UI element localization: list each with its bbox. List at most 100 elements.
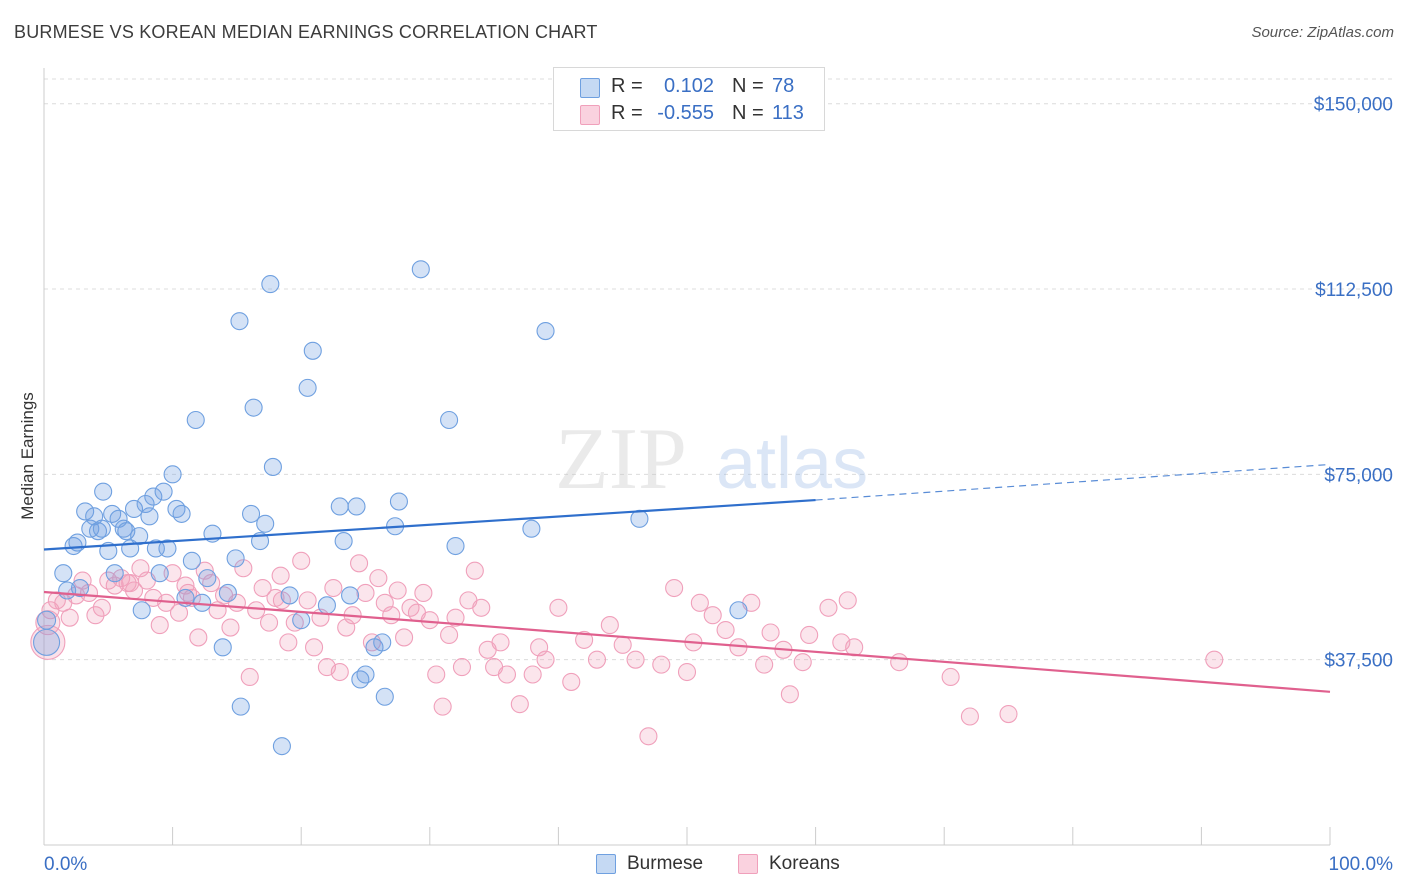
burmese-point [303,341,322,360]
koreans-point [587,650,607,669]
burmese-point [150,564,169,583]
koreans-point [761,623,780,642]
trend-lines [43,463,1331,693]
koreans-point [600,616,619,635]
burmese-point [244,398,263,417]
koreans-point [271,566,290,585]
burmese-point [317,596,336,615]
koreans-point [652,655,671,674]
koreans-point [755,655,774,674]
burmese-point [729,601,748,620]
koreans-point [356,583,375,603]
r-label: R = [611,75,643,97]
koreans-point [549,598,568,617]
koreans-point [414,583,433,603]
koreans-point [780,685,799,704]
koreans-point [446,608,465,627]
koreans-point [259,613,279,632]
x-tick-label: 100.0% [1329,854,1394,875]
burmese-point [341,586,360,605]
burmese-point [144,487,163,506]
koreans-point [330,662,349,682]
burmese-point [124,499,144,518]
r-label: R = [611,102,643,124]
koreans-point [639,727,658,746]
burmese-point [375,687,394,706]
koreans-point [472,598,491,617]
burmese-point [167,499,186,518]
koreans-point [433,697,452,716]
burmese-point [241,504,261,523]
koreans-point [613,635,632,654]
burmese-point [334,532,353,551]
burmese-point [92,519,111,538]
watermark-zip: ZIP [555,411,687,508]
burmese-swatch [580,78,600,98]
koreans-point [163,564,182,583]
axes [43,68,1331,846]
koreans-point [178,583,198,603]
koreans-point [465,561,484,580]
koreans-point [298,591,317,610]
koreans-point [420,611,439,630]
burmese-point [114,519,133,538]
koreans-point [793,653,812,672]
burmese-point [630,509,649,528]
koreans-point [189,628,208,647]
koreans-point [440,625,459,645]
koreans-point [703,606,722,625]
koreans-point [369,569,388,588]
burmese-point [213,638,232,657]
burmese-points [33,260,748,756]
burmese-point [132,601,151,620]
koreans-point [279,633,298,652]
koreans-point [562,672,581,691]
burmese-point [373,633,392,652]
koreans-point [491,633,510,652]
koreans-point [716,620,735,640]
koreans-point [305,638,324,657]
burmese-point [298,378,317,397]
koreans-point [234,559,253,578]
burmese-point [218,583,237,603]
burmese-point [330,497,349,516]
burmese-point [105,564,124,583]
burmese-point [536,321,555,341]
watermark-atlas: atlas [716,424,868,504]
legend-burmese-label: Burmese [627,853,704,874]
x-tick-label: 0.0% [44,854,87,875]
burmese-point [33,628,61,656]
burmese-point [70,578,90,598]
koreans-point [427,665,446,684]
legend-koreans-label: Koreans [769,853,840,874]
burmese-point [522,519,541,538]
burmese-point [186,410,205,430]
r-value: 0.102 [663,75,714,97]
koreans-point [60,608,79,627]
koreans-point [690,593,709,612]
koreans-point [388,581,407,600]
burmese-point [440,410,459,430]
koreans-point [362,633,381,652]
y-tick-label: $112,500 [1315,280,1393,301]
n-value: 113 [772,102,804,124]
koreans-point [79,583,99,603]
burmese-point [37,610,57,630]
burmese-point [76,502,95,521]
watermark: ZIP atlas [555,411,868,508]
koreans-point [800,625,819,645]
y-tick-label: $37,500 [1324,651,1393,672]
burmese-trend-line [43,498,816,551]
burmese-point [292,611,311,630]
burmese-point [158,539,177,558]
burmese-point [163,465,182,484]
burmese-trend-extension [815,463,1331,501]
legend-burmese-swatch [596,854,616,874]
koreans-point [292,551,311,570]
koreans-point [665,578,684,598]
koreans-point [523,665,542,684]
burmese-point [172,504,191,523]
burmese-point [231,697,250,716]
burmese-point [411,260,430,279]
koreans-point [999,704,1018,724]
